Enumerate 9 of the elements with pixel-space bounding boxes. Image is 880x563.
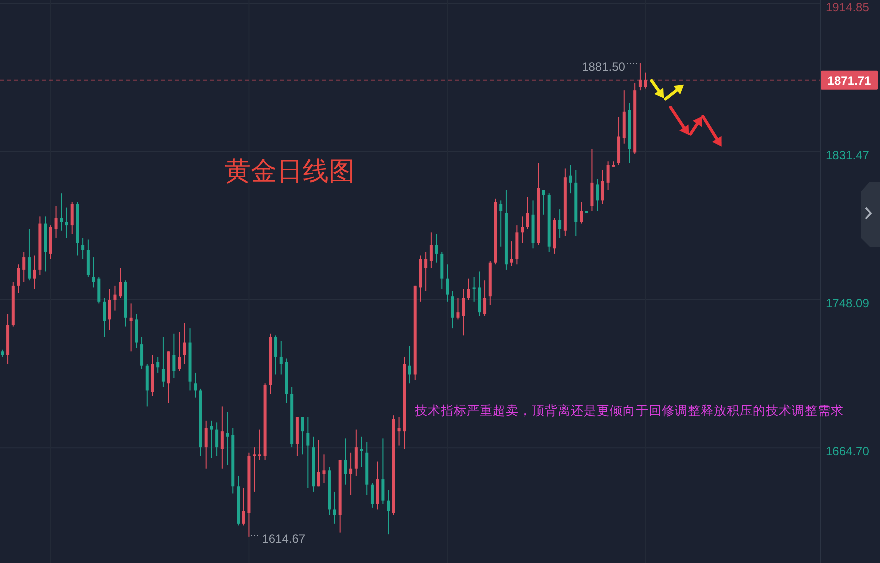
ref-line-label: 1871.71 <box>828 74 872 88</box>
y-tick-label: 1914.85 <box>826 0 870 14</box>
y-tick-label: 1748.09 <box>826 296 870 310</box>
annotation: 1614.67 <box>262 532 306 546</box>
annotation: 技术指标严重超卖，顶背离还是更倾向于回修调整释放积压的技术调整需求 <box>414 403 844 418</box>
annotation: 1881.50 <box>582 60 626 74</box>
y-tick-label: 1664.70 <box>826 444 870 459</box>
title: 黄金日线图 <box>225 156 355 186</box>
y-tick-label: 1831.47 <box>826 148 870 162</box>
